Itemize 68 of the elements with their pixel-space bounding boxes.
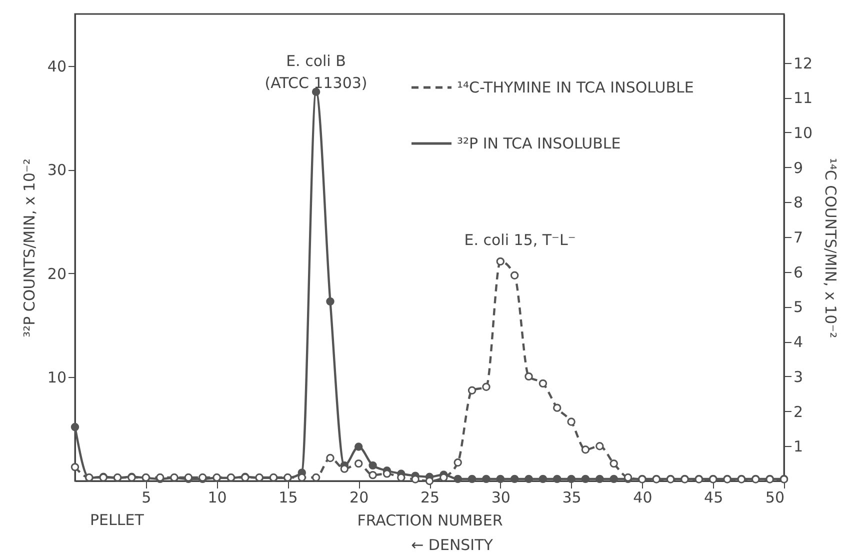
point <box>496 474 505 484</box>
point <box>326 454 334 462</box>
y2-tick-label: 1 <box>794 438 804 456</box>
point <box>454 474 462 484</box>
legend-label: ¹⁴C-THYMINE IN TCA INSOLUBLE <box>457 78 694 96</box>
point <box>610 459 618 468</box>
point <box>510 474 519 484</box>
point <box>70 462 80 472</box>
y2-tick-label: 9 <box>794 158 804 177</box>
y2-axis-title: ¹⁴C COUNTS/MIN, x 10⁻² <box>822 158 840 338</box>
point <box>553 474 562 484</box>
point <box>581 446 590 454</box>
x-tick-label: 35 <box>562 488 582 506</box>
point <box>581 474 590 484</box>
annotation: E. coli B (ATCC 11303) <box>264 52 368 92</box>
point <box>354 459 363 468</box>
point <box>468 474 476 484</box>
y-axis-title: ³²P COUNTS/MIN, x 10⁻² <box>20 158 38 338</box>
y2-tick-label: 11 <box>794 89 813 108</box>
legend-label: ³²P IN TCA INSOLUBLE <box>457 134 621 152</box>
point <box>538 474 548 484</box>
x-tick-label: 40 <box>633 488 652 506</box>
y2-tick-label: 5 <box>794 298 804 316</box>
point <box>510 271 519 280</box>
point <box>567 474 576 484</box>
x-tick-label: 5 <box>142 488 152 506</box>
x-tick-label: 20 <box>350 488 369 506</box>
text: ← DENSITY <box>411 536 494 554</box>
point <box>553 404 562 412</box>
x-axis-title: FRACTION NUMBER <box>357 512 503 530</box>
point <box>596 442 604 450</box>
point <box>567 418 576 426</box>
y2-tick-label: 7 <box>794 228 804 247</box>
y-tick-label: 30 <box>47 161 66 180</box>
point <box>312 473 320 482</box>
annotation: E. coli 15, T⁻L⁻ <box>464 231 576 249</box>
y-tick-label: 40 <box>47 57 66 76</box>
point <box>354 442 363 451</box>
point <box>368 461 377 470</box>
point <box>538 379 548 388</box>
point <box>482 474 490 484</box>
point <box>524 474 533 484</box>
point <box>610 474 618 484</box>
y-tick-label: 10 <box>47 368 66 387</box>
x-tick-label: 30 <box>491 488 510 506</box>
point <box>524 372 533 381</box>
point <box>368 470 377 480</box>
point <box>496 257 505 266</box>
y2-tick-label: 2 <box>794 402 804 421</box>
point <box>454 458 462 467</box>
point <box>596 474 604 484</box>
point <box>70 422 80 432</box>
x-tick-label: 25 <box>420 488 440 506</box>
x-tick-label: 15 <box>278 488 298 506</box>
y2-tick-label: 3 <box>794 368 804 386</box>
point <box>326 297 334 306</box>
x-tick-label: 10 <box>208 488 227 506</box>
y2-tick-label: 8 <box>794 194 804 212</box>
y-tick-label: 20 <box>47 264 66 283</box>
y2-tick-label: 6 <box>794 263 804 282</box>
point <box>482 382 490 391</box>
x-tick-label: 50 <box>765 488 784 506</box>
y2-tick-label: 12 <box>794 54 813 72</box>
y2-tick-label: 4 <box>794 333 804 352</box>
x-tick-label: 45 <box>704 488 724 506</box>
point <box>468 386 476 394</box>
text: PELLET <box>90 511 145 529</box>
y2-tick-label: 10 <box>794 124 813 142</box>
